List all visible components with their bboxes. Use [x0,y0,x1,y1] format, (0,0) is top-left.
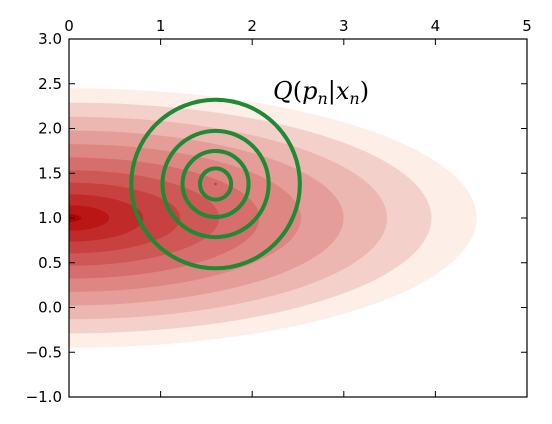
contour-circles [129,97,302,271]
annotation-part: | [328,77,336,106]
contour-circle [160,128,271,240]
y-tick-label: 0.5 [38,254,62,272]
contour-circle [129,97,302,271]
y-tick-label: 1.0 [38,209,62,227]
annotation-part: n [349,89,359,108]
x-axis: 0 1 2 3 4 5 [64,17,532,397]
y-tick-label: 1.5 [38,164,62,182]
y-axis: 3.0 2.5 2.0 1.5 1.0 0.5 0.0 −0.5 −1.0 [26,30,527,406]
contour-band [69,205,110,231]
contour-circle [197,166,234,202]
x-tick-label: 3 [339,17,349,35]
x-tick-label: 1 [156,17,166,35]
annotation-q-pn-xn: Q(pn|xn) [273,77,369,108]
contour-circle [180,148,251,219]
y-tick-label: −1.0 [26,388,62,406]
annotation-part: p [302,77,317,105]
y-tick-label: 2.5 [38,75,62,93]
x-tick-label: 4 [431,17,441,35]
y-tick-label: 3.0 [38,30,62,48]
x-tick-label: 0 [64,17,74,35]
annotation-part: n [317,89,327,108]
annotation-part: Q [273,77,293,105]
x-tick-label: 2 [247,17,257,35]
contour-band [69,214,82,222]
y-tick-label: −0.5 [26,343,62,361]
filled-contours [69,88,477,348]
center-marker [214,182,217,186]
y-tick-label: 0.0 [38,299,62,317]
annotation-part: x [336,77,350,105]
x-tick-label: 5 [522,17,532,35]
annotation-part: ( [293,77,302,105]
annotation-part: ) [360,77,369,105]
y-tick-label: 2.0 [38,120,62,138]
